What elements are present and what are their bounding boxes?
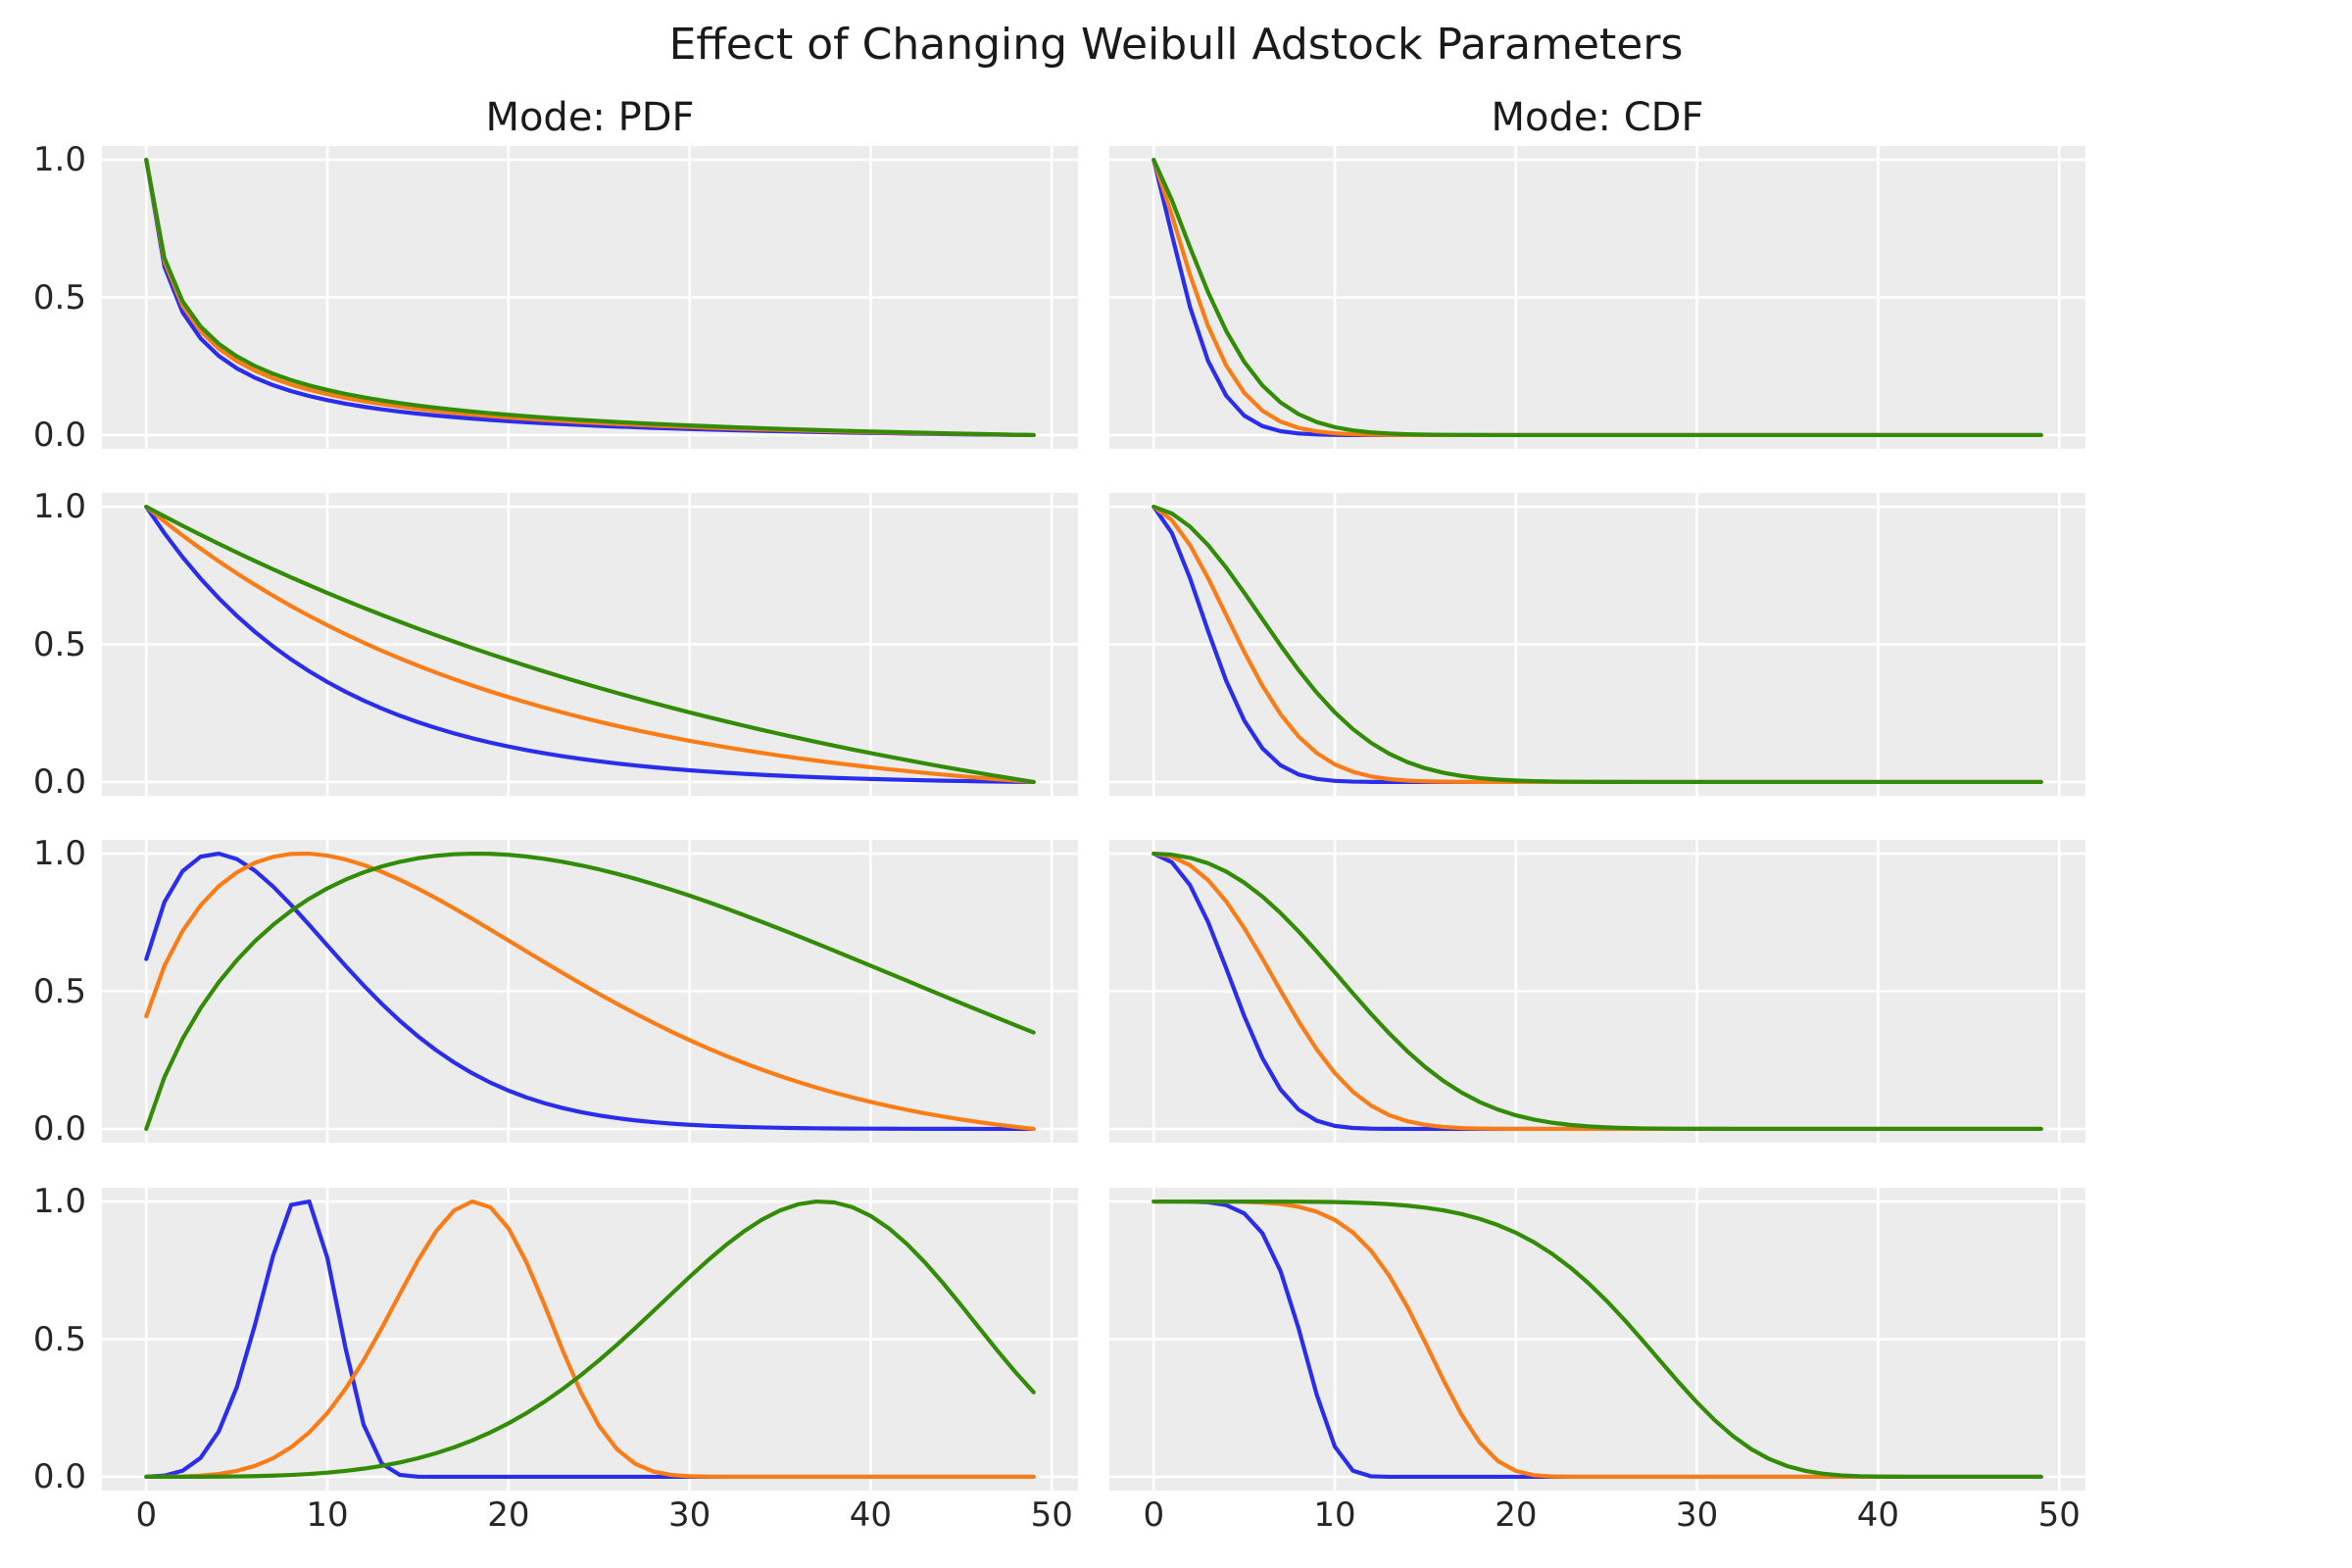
subplot-pdf-shape-5 bbox=[102, 1188, 1078, 1491]
subplot-cdf-shape-5 bbox=[1109, 1188, 2085, 1491]
subplot-pdf-shape-1 bbox=[102, 493, 1078, 796]
x-tick-label-col1-40: 40 bbox=[1856, 1495, 1900, 1535]
x-tick-label-col1-30: 30 bbox=[1675, 1495, 1719, 1535]
series-cdf-shape-5-scale-40 bbox=[1152, 1199, 2043, 1480]
series-pdf-shape-1.5-scale-20 bbox=[144, 851, 1036, 1132]
series-cdf-shape-1.5-scale-40 bbox=[1152, 851, 2043, 1132]
x-tick-label-col0-20: 20 bbox=[487, 1495, 530, 1535]
x-tick-label-col0-10: 10 bbox=[306, 1495, 349, 1535]
y-tick-label-row0-0.5: 0.5 bbox=[32, 277, 86, 318]
y-tick-label-row2-0.5: 0.5 bbox=[32, 971, 86, 1011]
column-title-pdf: Mode: PDF bbox=[485, 95, 695, 140]
column-title-cdf: Mode: CDF bbox=[1491, 95, 1704, 140]
y-tick-label-row1-1.0: 1.0 bbox=[32, 487, 86, 527]
x-tick-label-col0-0: 0 bbox=[135, 1495, 158, 1535]
y-tick-label-row1-0.5: 0.5 bbox=[32, 624, 86, 664]
y-tick-label-row1-0.0: 0.0 bbox=[32, 761, 86, 802]
series-pdf-shape-1-scale-40 bbox=[144, 504, 1036, 785]
figure-title: Effect of Changing Weibull Adstock Param… bbox=[668, 20, 1684, 70]
subplot-pdf-shape-0.5 bbox=[102, 146, 1078, 449]
subplot-cdf-shape-0.5 bbox=[1109, 146, 2085, 449]
y-tick-label-row0-0.0: 0.0 bbox=[32, 415, 86, 455]
series-pdf-shape-0.5-scale-40 bbox=[144, 157, 1036, 438]
x-tick-label-col1-10: 10 bbox=[1313, 1495, 1356, 1535]
x-tick-label-col1-50: 50 bbox=[2037, 1495, 2081, 1535]
y-tick-label-row2-1.0: 1.0 bbox=[32, 834, 86, 874]
y-tick-label-row0-1.0: 1.0 bbox=[32, 140, 86, 180]
series-pdf-shape-5-scale-20 bbox=[144, 1199, 1036, 1480]
x-tick-label-col0-40: 40 bbox=[849, 1495, 893, 1535]
y-tick-label-row3-1.0: 1.0 bbox=[32, 1182, 86, 1222]
x-tick-label-col1-20: 20 bbox=[1494, 1495, 1538, 1535]
series-cdf-shape-0.5-scale-40 bbox=[1152, 157, 2043, 438]
series-pdf-shape-1.5-scale-40 bbox=[144, 851, 1036, 1132]
series-pdf-shape-1-scale-10 bbox=[144, 504, 1036, 785]
y-tick-label-row3-0.0: 0.0 bbox=[32, 1456, 86, 1496]
series-cdf-shape-1-scale-40 bbox=[1152, 504, 2043, 785]
series-pdf-shape-1-scale-20 bbox=[144, 504, 1036, 785]
y-tick-label-row2-0.0: 0.0 bbox=[32, 1108, 86, 1149]
series-pdf-shape-5-scale-40 bbox=[144, 1199, 1036, 1480]
y-tick-label-row3-0.5: 0.5 bbox=[32, 1319, 86, 1359]
subplot-cdf-shape-1.5 bbox=[1109, 840, 2085, 1143]
x-tick-label-col1-0: 0 bbox=[1143, 1495, 1165, 1535]
x-tick-label-col0-30: 30 bbox=[667, 1495, 711, 1535]
x-tick-label-col0-50: 50 bbox=[1030, 1495, 1073, 1535]
subplot-pdf-shape-1.5 bbox=[102, 840, 1078, 1143]
subplot-cdf-shape-1 bbox=[1109, 493, 2085, 796]
